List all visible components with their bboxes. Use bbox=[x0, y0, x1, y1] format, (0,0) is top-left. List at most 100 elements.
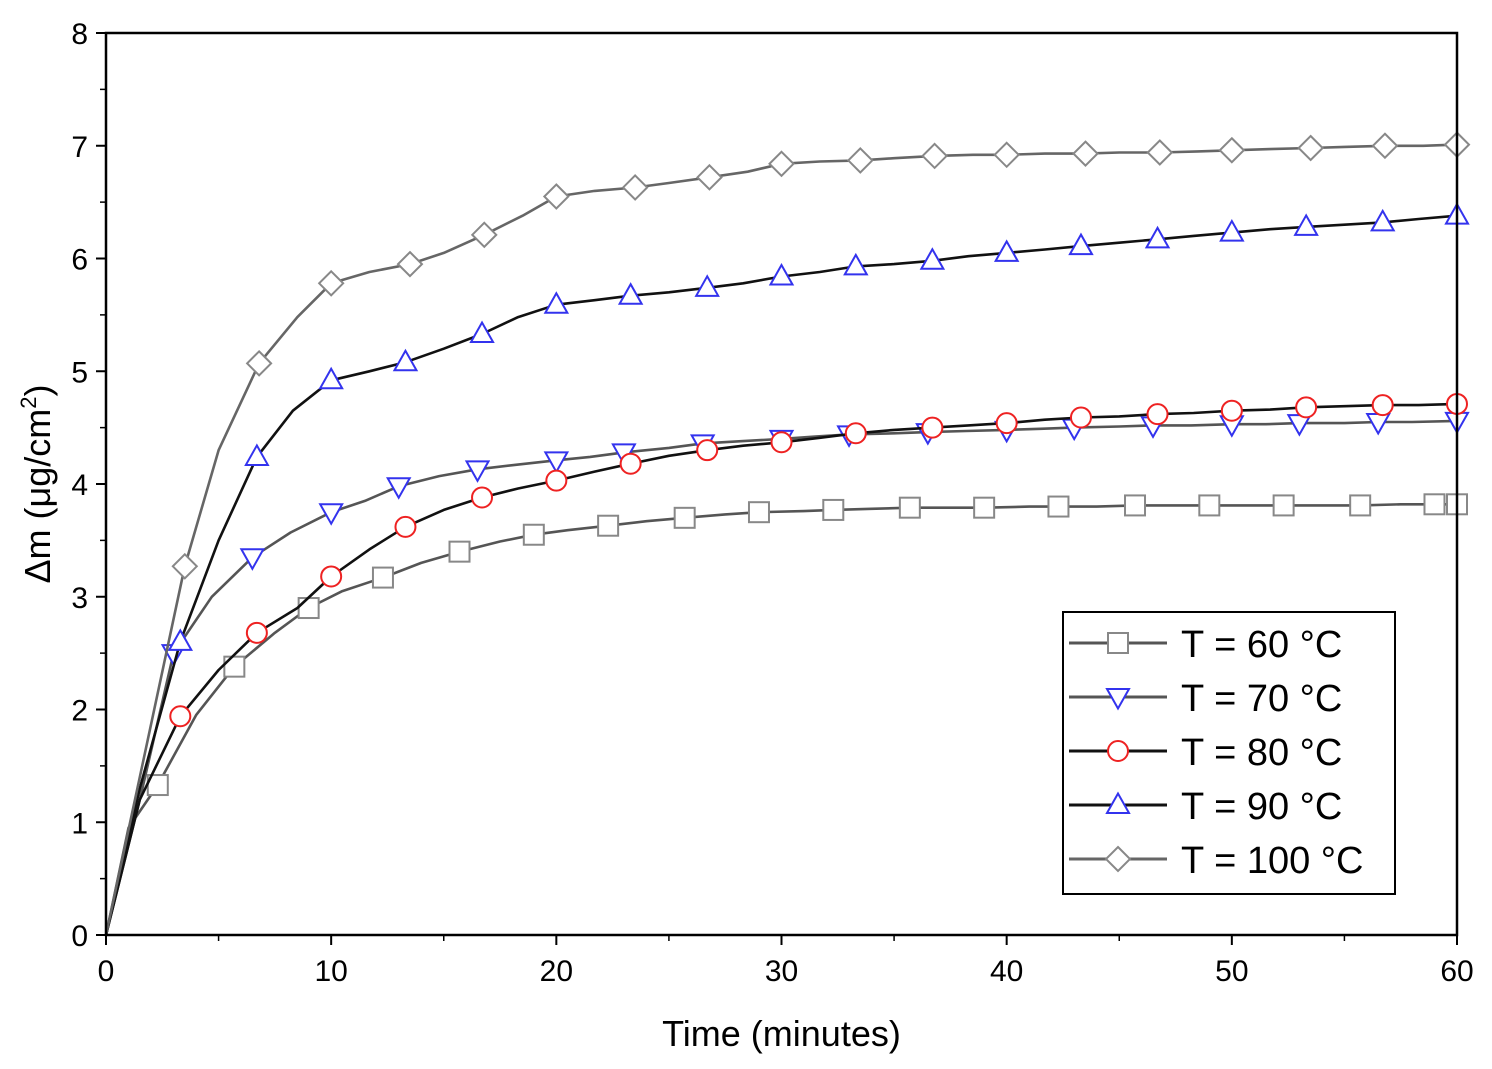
data-point bbox=[621, 174, 649, 201]
data-point bbox=[1272, 494, 1295, 517]
data-point bbox=[995, 412, 1018, 435]
data-point bbox=[973, 496, 996, 519]
data-point bbox=[245, 621, 268, 644]
y-axis-title-main: Δm (μg/cm bbox=[17, 409, 58, 584]
data-point bbox=[619, 452, 642, 475]
data-point bbox=[1297, 134, 1325, 162]
data-point bbox=[371, 566, 394, 589]
data-point bbox=[768, 263, 795, 286]
legend-item: T = 100 °C bbox=[1069, 840, 1363, 882]
data-point bbox=[320, 565, 343, 588]
data-point bbox=[673, 506, 696, 529]
data-point bbox=[1047, 495, 1070, 518]
series-3 bbox=[104, 202, 1470, 936]
legend-item: T = 60 °C bbox=[1069, 624, 1342, 666]
legend-marker bbox=[1105, 688, 1131, 711]
data-point bbox=[846, 146, 874, 174]
data-point bbox=[1069, 406, 1092, 429]
data-point bbox=[297, 597, 320, 620]
legend-label: T = 60 °C bbox=[1181, 624, 1342, 666]
data-point bbox=[898, 496, 921, 519]
x-tick-label: 0 bbox=[98, 955, 115, 988]
data-point bbox=[545, 469, 568, 492]
data-point bbox=[1146, 139, 1174, 166]
data-point bbox=[543, 451, 570, 474]
y-tick-label: 4 bbox=[71, 469, 88, 502]
data-point bbox=[169, 705, 192, 728]
y-axis-title-close: ) bbox=[17, 384, 58, 396]
x-tick-label: 50 bbox=[1215, 955, 1248, 988]
data-point bbox=[696, 439, 719, 462]
x-tick-label: 10 bbox=[314, 955, 347, 988]
y-tick-label: 2 bbox=[71, 695, 88, 728]
data-point bbox=[1423, 493, 1446, 516]
data-point bbox=[617, 282, 644, 305]
data-point bbox=[1146, 403, 1169, 426]
data-point bbox=[223, 655, 246, 678]
data-point bbox=[1198, 494, 1221, 517]
data-point bbox=[1124, 494, 1147, 517]
y-tick-label: 7 bbox=[71, 131, 88, 164]
x-axis-title: Time (minutes) bbox=[662, 1013, 901, 1054]
legend-label: T = 90 °C bbox=[1181, 786, 1342, 828]
data-point bbox=[318, 503, 344, 526]
data-point bbox=[768, 150, 795, 178]
data-point bbox=[1219, 219, 1245, 242]
data-point bbox=[1218, 136, 1246, 164]
data-point bbox=[921, 416, 944, 439]
data-point bbox=[1068, 232, 1094, 256]
data-point bbox=[522, 523, 545, 546]
y-tick-label: 6 bbox=[71, 244, 88, 277]
data-point bbox=[1369, 208, 1396, 232]
data-point bbox=[245, 349, 273, 377]
legend: T = 60 °C T = 70 °C T = 80 °C T = 90 °C T = … bbox=[1062, 611, 1396, 895]
data-point bbox=[770, 431, 793, 454]
data-point bbox=[696, 163, 723, 191]
data-point bbox=[822, 498, 845, 521]
y-tick-label: 5 bbox=[71, 356, 88, 389]
legend-marker bbox=[1105, 791, 1131, 814]
y-axis-title-superscript: 2 bbox=[16, 396, 41, 408]
series-layer bbox=[104, 131, 1471, 936]
x-tick-label: 30 bbox=[765, 955, 798, 988]
data-point bbox=[396, 250, 424, 278]
data-point bbox=[993, 239, 1020, 262]
data-point bbox=[543, 291, 570, 314]
legend-item: T = 70 °C bbox=[1069, 678, 1342, 720]
data-point bbox=[694, 274, 720, 297]
y-tick-label: 8 bbox=[71, 18, 88, 51]
data-point bbox=[448, 540, 471, 563]
data-point bbox=[239, 548, 266, 571]
y-axis-title: Δm (μg/cm2) bbox=[16, 384, 58, 583]
ticks-layer: 0 10 20 30 40 50 60 0 1 2 3 4 5 6 7 8 bbox=[71, 18, 1473, 988]
data-point bbox=[844, 422, 867, 445]
data-point bbox=[1371, 132, 1399, 160]
y-tick-label: 0 bbox=[71, 920, 88, 953]
series-0 bbox=[104, 493, 1468, 936]
data-point bbox=[392, 348, 419, 372]
data-point bbox=[1365, 412, 1391, 436]
data-point bbox=[1349, 494, 1372, 517]
legend-marker bbox=[1107, 740, 1129, 762]
data-point bbox=[394, 515, 417, 538]
legend-item: T = 80 °C bbox=[1069, 732, 1342, 774]
data-point bbox=[993, 141, 1021, 169]
data-point bbox=[542, 183, 570, 210]
data-point bbox=[747, 501, 770, 524]
y-tick-label: 1 bbox=[71, 807, 88, 840]
data-point bbox=[1371, 394, 1394, 417]
data-point bbox=[469, 320, 495, 344]
legend-marker bbox=[1104, 845, 1132, 873]
data-point bbox=[317, 269, 345, 297]
data-point bbox=[921, 142, 949, 170]
x-tick-label: 20 bbox=[540, 955, 573, 988]
data-point bbox=[919, 247, 946, 270]
data-point bbox=[464, 460, 491, 483]
legend-marker bbox=[1107, 632, 1129, 654]
data-point bbox=[1144, 225, 1171, 249]
data-point bbox=[1072, 140, 1099, 168]
data-point bbox=[167, 628, 194, 651]
legend-label: T = 80 °C bbox=[1181, 732, 1342, 774]
legend-label: T = 70 °C bbox=[1181, 678, 1342, 720]
